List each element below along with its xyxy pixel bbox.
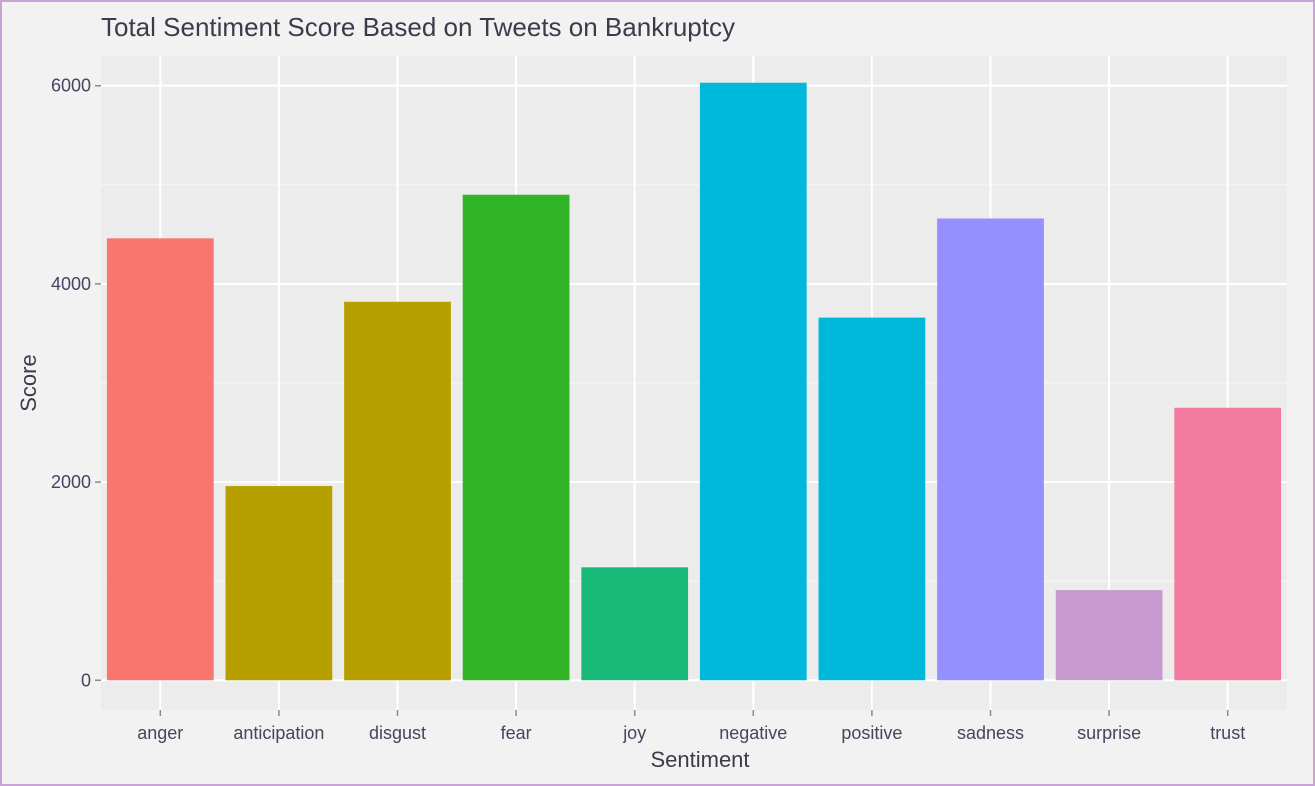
x-tick-label-joy: joy (622, 723, 646, 743)
bar-fear (462, 194, 570, 681)
bar-positive (818, 317, 926, 681)
bar-negative (699, 82, 807, 681)
bars (106, 82, 1282, 681)
y-tick-label: 0 (81, 670, 91, 690)
x-axis-ticks: anger anticipation disgust fear joy negative p… (137, 710, 1245, 743)
y-axis-title: Score (16, 354, 41, 411)
x-tick-label-trust: trust (1210, 723, 1245, 743)
bar-trust (1174, 407, 1282, 681)
x-tick-label-negative: negative (719, 723, 787, 743)
y-tick-label: 6000 (51, 76, 91, 96)
bar-sadness (937, 218, 1044, 681)
x-tick-label-positive: positive (841, 723, 902, 743)
bar-anticipation (225, 486, 333, 681)
y-tick-label: 2000 (51, 472, 91, 492)
x-tick-label-sadness: sadness (957, 723, 1024, 743)
bar-disgust (344, 301, 451, 681)
bar-surprise (1055, 590, 1163, 681)
x-tick-label-fear: fear (501, 723, 532, 743)
y-tick-label: 4000 (51, 274, 91, 294)
bar-anger (106, 238, 214, 681)
x-tick-label-anger: anger (137, 723, 183, 743)
x-tick-label-anticipation: anticipation (233, 723, 324, 743)
x-tick-label-disgust: disgust (369, 723, 426, 743)
bar-joy (581, 567, 689, 681)
y-axis-ticks: 0 2000 4000 6000 (51, 76, 101, 690)
x-axis-title: Sentiment (650, 747, 749, 772)
chart-title: Total Sentiment Score Based on Tweets on… (101, 12, 735, 42)
x-tick-label-surprise: surprise (1077, 723, 1141, 743)
